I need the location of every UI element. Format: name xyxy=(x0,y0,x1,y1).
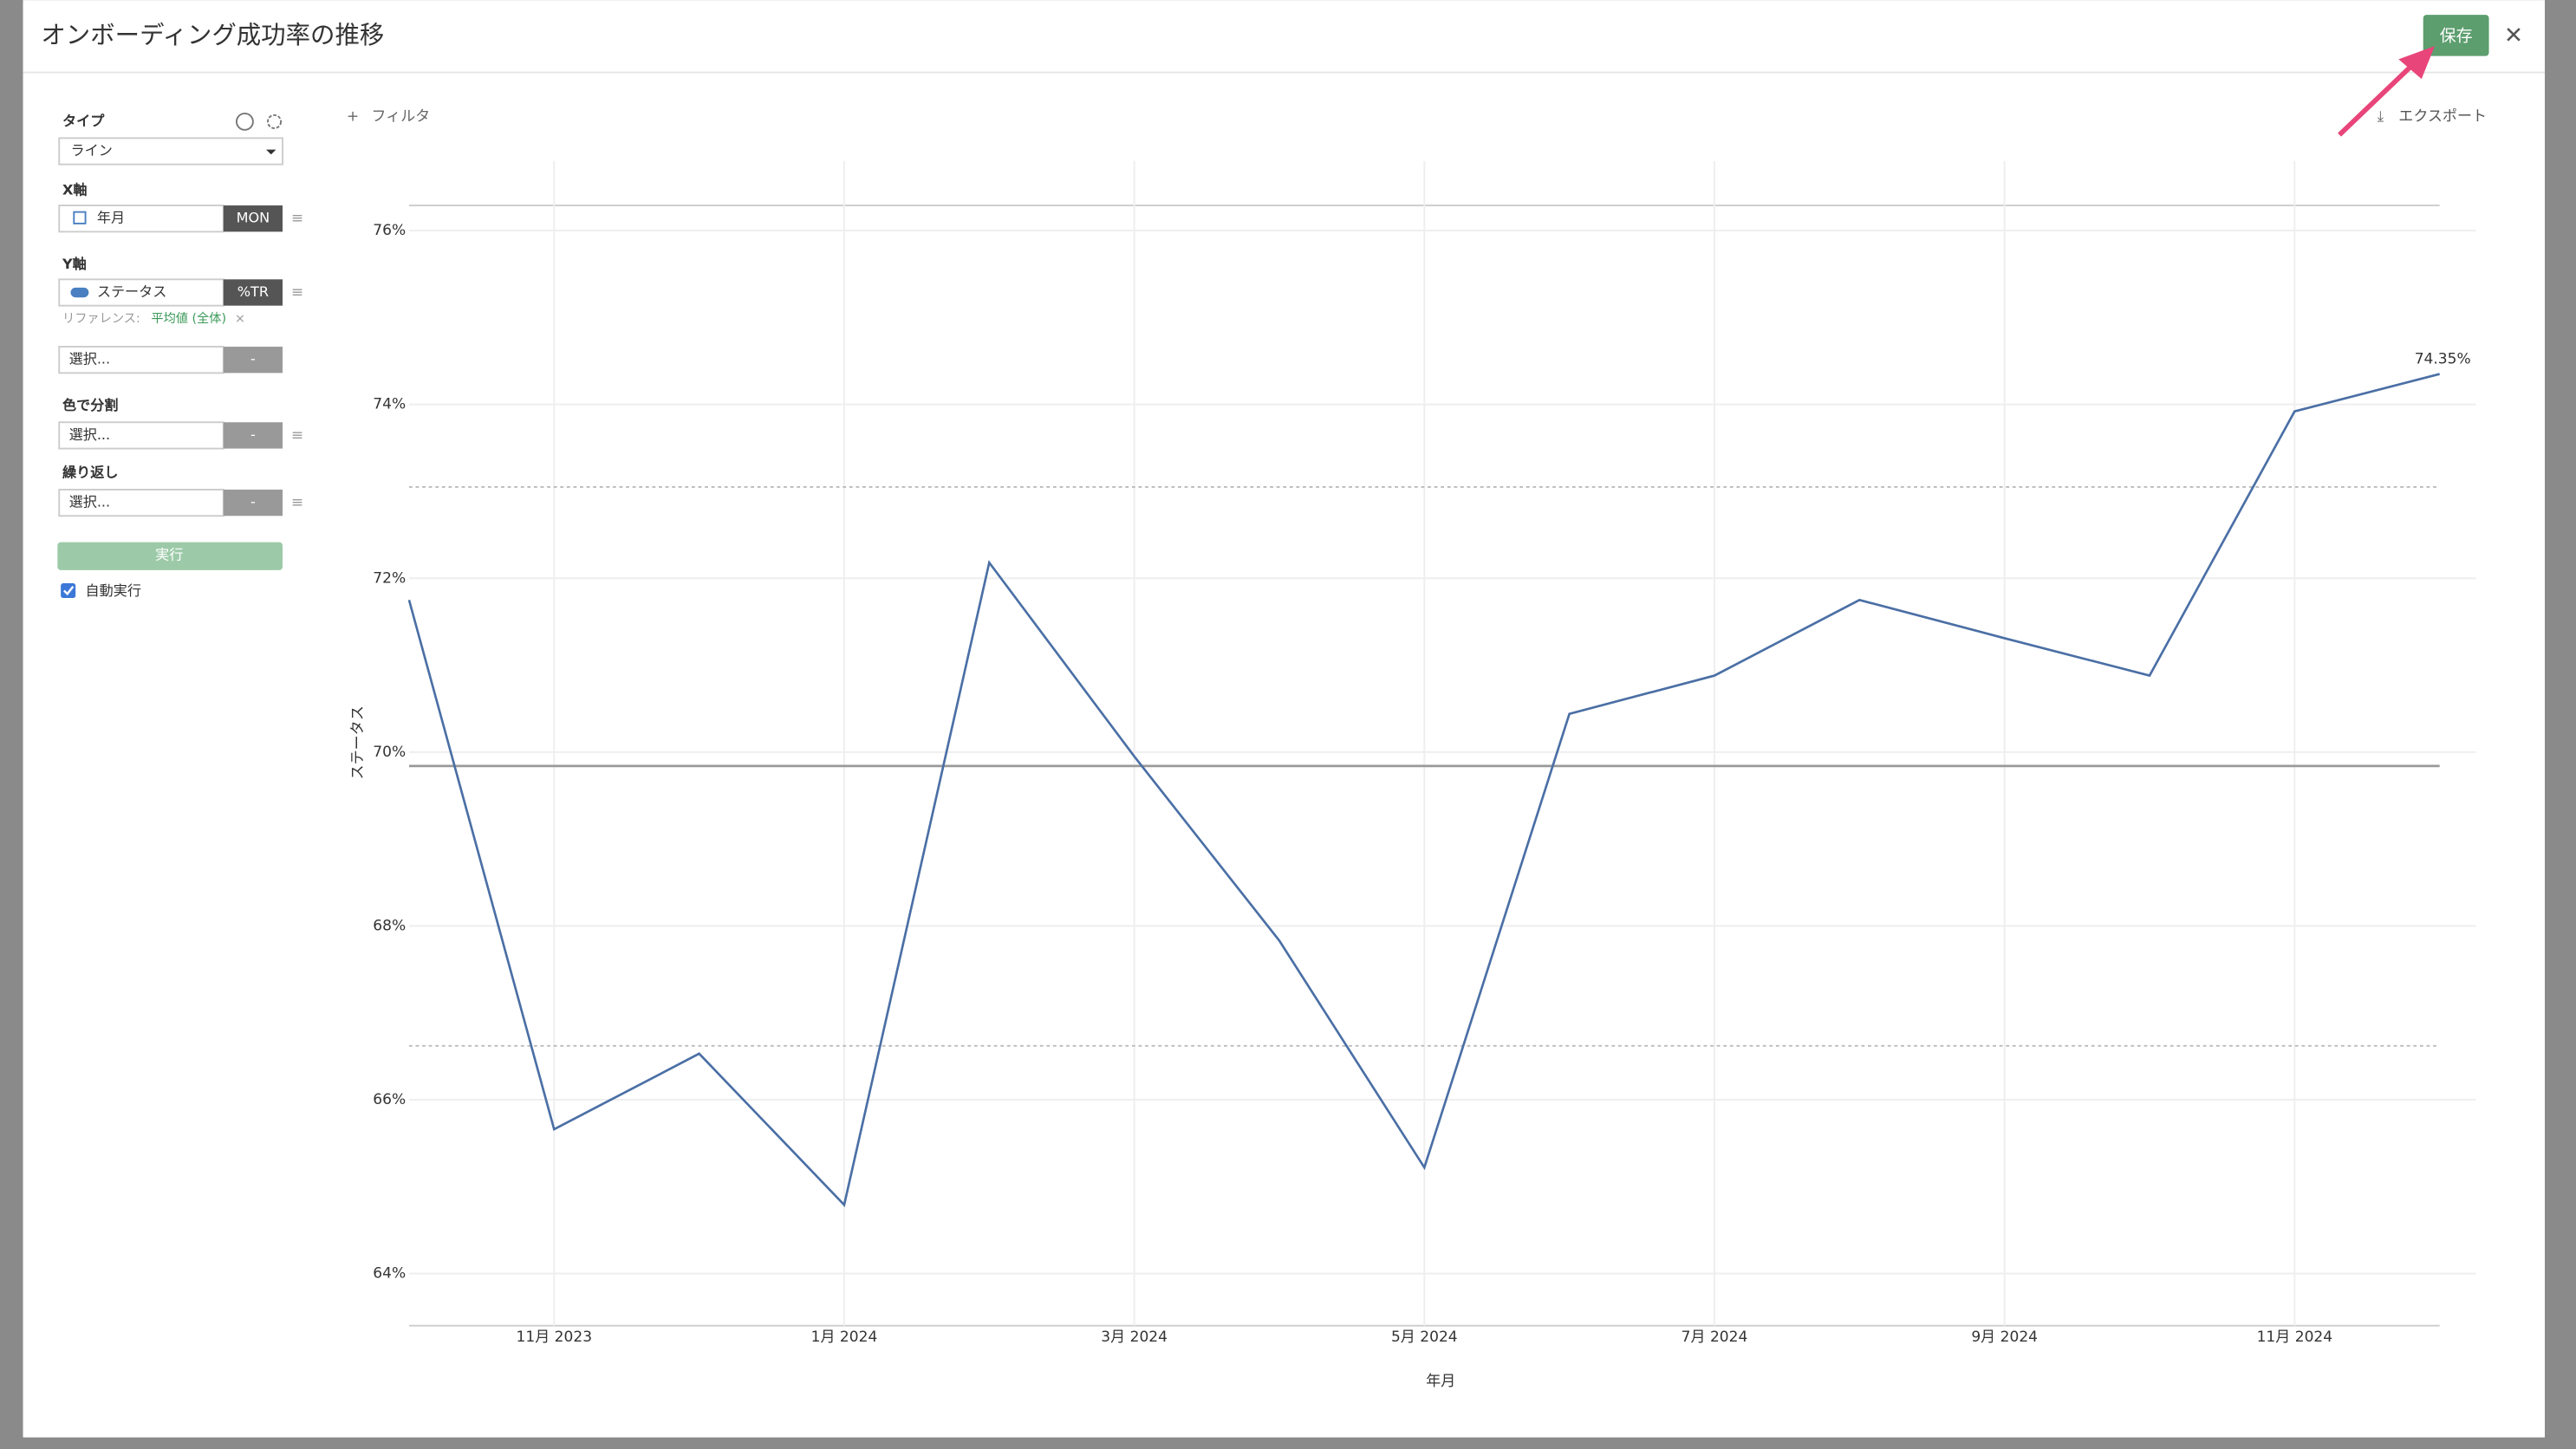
unit-label: MON xyxy=(237,210,270,226)
filter-button[interactable]: フィルタ xyxy=(371,108,430,126)
select-value: 選択... xyxy=(69,351,111,367)
x-field[interactable] xyxy=(58,205,224,233)
settings-icon[interactable] xyxy=(267,114,283,129)
y-tick-label: 76% xyxy=(373,222,406,239)
select-button[interactable] xyxy=(223,489,283,517)
y-tick-label: 68% xyxy=(373,917,406,934)
agg-label: %TR xyxy=(237,283,269,300)
dash: - xyxy=(250,351,256,367)
menu-icon[interactable]: ≡ xyxy=(291,494,303,511)
checkbox[interactable] xyxy=(61,582,76,599)
y-tick-label: 64% xyxy=(373,1265,406,1283)
calendar-icon xyxy=(73,211,87,224)
x-tick-label: 1月 2024 xyxy=(811,1329,878,1346)
modal xyxy=(23,0,2545,1438)
select[interactable] xyxy=(58,489,224,517)
check xyxy=(63,586,75,596)
modal-title: オンボーディング成功率の推移 xyxy=(41,21,384,49)
dash: - xyxy=(250,494,256,510)
caret xyxy=(266,149,276,155)
sidebar: タイプ ライン X軸 年月 MON ≡ Y軸 ステータス %TR ≡ リファレン… xyxy=(57,113,303,599)
select[interactable] xyxy=(58,346,224,374)
run-button[interactable] xyxy=(57,542,283,570)
x-tick-label: 11月 2023 xyxy=(517,1329,593,1346)
y-axis-title: ステータス xyxy=(349,705,367,779)
select-value: 選択... xyxy=(69,426,111,443)
data-label: 74.35% xyxy=(2415,351,2471,368)
dash: - xyxy=(250,426,256,443)
x-unit[interactable] xyxy=(223,205,283,232)
x-tick-label: 7月 2024 xyxy=(1682,1329,1748,1346)
select-value: 選択... xyxy=(69,494,111,510)
save-label[interactable]: 保存 xyxy=(2440,26,2473,45)
y-agg[interactable] xyxy=(223,279,283,306)
y-tick-label: 74% xyxy=(373,396,406,413)
save-button[interactable] xyxy=(2423,15,2489,56)
arrow-head xyxy=(2398,46,2435,80)
label: タイプ xyxy=(62,113,105,129)
close-button[interactable]: ✕ xyxy=(2504,22,2523,49)
menu-icon[interactable]: ≡ xyxy=(291,426,303,444)
export-button[interactable]: エクスポート xyxy=(2398,108,2487,126)
reference-value[interactable]: 平均値 (全体) xyxy=(151,310,226,326)
reference-prefix: リファレンス: xyxy=(62,312,140,326)
x-tick-label: 11月 2024 xyxy=(2257,1329,2333,1346)
label: X軸 xyxy=(62,181,88,198)
select-button[interactable] xyxy=(223,422,283,449)
series-line xyxy=(407,373,2441,1208)
help-icon[interactable] xyxy=(235,112,254,131)
label: Y軸 xyxy=(62,256,87,272)
x-tick-label: 3月 2024 xyxy=(1101,1329,1168,1346)
type-select[interactable] xyxy=(58,137,283,166)
menu-icon[interactable]: ≡ xyxy=(291,284,303,302)
y-tick-label: 72% xyxy=(373,569,406,587)
field-value: 年月 xyxy=(97,210,125,226)
x-tick-label: 5月 2024 xyxy=(1391,1329,1458,1346)
label: 色で分割 xyxy=(62,397,118,413)
run-label: 実行 xyxy=(155,546,183,562)
y-tick-label: 70% xyxy=(373,744,406,761)
select-value: ライン xyxy=(71,142,113,159)
x-axis-title: 年月 xyxy=(1426,1373,1455,1390)
arrow xyxy=(2338,61,2417,137)
checkbox-label: 自動実行 xyxy=(86,582,141,599)
label: 繰り返し xyxy=(62,465,118,481)
reference-remove[interactable]: × xyxy=(235,312,245,326)
filter-icon[interactable]: + xyxy=(347,108,359,126)
select-button[interactable] xyxy=(223,347,283,374)
toggle-icon xyxy=(70,287,89,298)
menu-icon[interactable]: ≡ xyxy=(291,210,303,227)
x-tick-label: 9月 2024 xyxy=(1971,1329,2038,1346)
y-tick-label: 66% xyxy=(373,1091,406,1108)
export-icon[interactable]: ⤓ xyxy=(2378,108,2384,126)
field-value: ステータス xyxy=(97,283,167,300)
